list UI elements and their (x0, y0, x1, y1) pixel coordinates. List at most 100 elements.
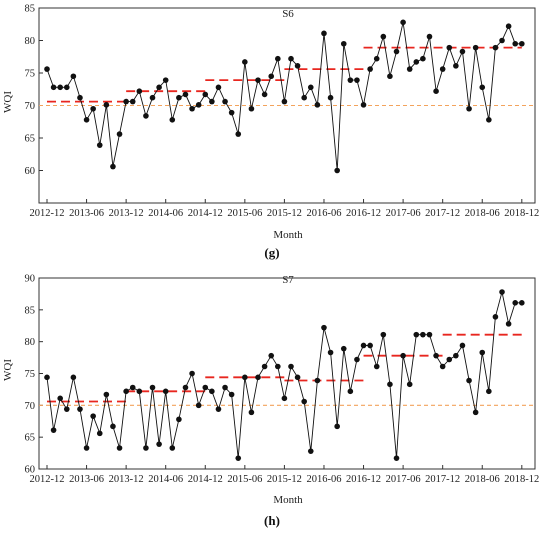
data-point (426, 33, 433, 40)
data-point (387, 381, 393, 388)
data-point (123, 98, 129, 105)
data-point (334, 167, 340, 174)
x-tick-label: 2018-12 (504, 474, 539, 485)
data-point (294, 374, 301, 381)
data-point (202, 384, 209, 391)
data-point (83, 445, 90, 451)
data-point (103, 102, 110, 108)
y-tick-label: 65 (25, 134, 36, 145)
x-tick-label: 2014-12 (188, 474, 223, 485)
data-point (275, 55, 281, 62)
x-tick-label: 2016-12 (346, 208, 381, 219)
data-point (413, 331, 420, 338)
x-tick-label: 2013-06 (69, 208, 104, 219)
data-point (96, 430, 103, 437)
data-point (380, 33, 387, 40)
data-point (327, 94, 334, 101)
data-point (143, 445, 149, 451)
data-point (44, 66, 50, 72)
data-point (57, 84, 63, 91)
chart-title: S6 (282, 8, 294, 20)
data-point (307, 84, 314, 91)
data-point (215, 84, 222, 91)
data-point (301, 398, 307, 405)
data-point (519, 40, 525, 47)
data-point (255, 77, 261, 83)
data-point (255, 374, 261, 381)
data-point (70, 374, 77, 381)
data-point (57, 395, 63, 402)
data-point (169, 445, 176, 451)
data-point (162, 77, 169, 83)
data-point (281, 98, 288, 105)
data-point (129, 384, 136, 391)
data-point (123, 388, 129, 395)
data-point (110, 163, 116, 170)
data-point (360, 342, 367, 349)
data-point (215, 406, 222, 412)
data-point (373, 55, 380, 62)
data-point (116, 445, 123, 451)
data-point (472, 409, 479, 416)
x-tick-label: 2014-06 (148, 474, 183, 485)
data-point (505, 321, 512, 327)
y-tick-label: 80 (25, 36, 36, 47)
data-point (380, 331, 387, 338)
data-point (83, 117, 90, 123)
y-tick-label: 75 (25, 369, 36, 380)
data-point (486, 388, 492, 395)
data-point (466, 105, 472, 112)
data-point (400, 19, 406, 26)
data-point (228, 109, 235, 116)
data-point (446, 356, 453, 363)
series-line (46, 22, 522, 171)
y-axis-label: WQI (2, 359, 14, 381)
x-tick-label: 2017-06 (386, 208, 421, 219)
x-tick-label: 2017-06 (386, 474, 421, 485)
y-tick-label: 70 (25, 401, 36, 412)
data-point (387, 73, 393, 80)
data-point (512, 40, 519, 47)
data-point (314, 102, 321, 108)
data-point (486, 117, 492, 123)
data-point (156, 84, 162, 91)
data-point (77, 406, 83, 412)
data-point (439, 363, 446, 370)
data-point (275, 363, 281, 370)
data-point (479, 349, 486, 356)
data-point (209, 388, 215, 395)
y-tick-label: 80 (25, 337, 36, 348)
data-point (288, 55, 294, 62)
data-point (189, 370, 195, 377)
data-point (433, 352, 439, 359)
data-point (321, 324, 327, 331)
data-point (136, 388, 143, 395)
data-point (301, 94, 307, 101)
x-tick-label: 2012-12 (30, 474, 65, 485)
plot-frame (38, 277, 536, 470)
x-tick-label: 2016-12 (346, 474, 381, 485)
x-tick-label: 2013-12 (109, 208, 144, 219)
x-tick-label: 2017-12 (425, 208, 460, 219)
x-tick-label: 2018-12 (504, 208, 539, 219)
data-point (202, 91, 209, 98)
data-point (433, 88, 439, 94)
data-point (182, 384, 189, 391)
x-tick-label: 2015-06 (227, 208, 262, 219)
data-point (426, 331, 433, 338)
panel-label: (h) (264, 513, 280, 528)
data-point (70, 73, 77, 80)
data-point (307, 448, 314, 454)
data-point (248, 409, 255, 416)
data-point (63, 406, 70, 412)
data-point (242, 59, 248, 65)
data-point (209, 98, 215, 105)
data-point (195, 402, 202, 409)
data-point (248, 105, 255, 112)
data-point (400, 352, 406, 359)
data-point (466, 377, 472, 384)
data-point (149, 94, 156, 101)
data-point (288, 363, 294, 370)
data-point (314, 377, 321, 384)
chart-panel-s6: S6 WQI Month (g) 60 65 70 75 80 85 2012-12 2013… (2, 4, 539, 261)
